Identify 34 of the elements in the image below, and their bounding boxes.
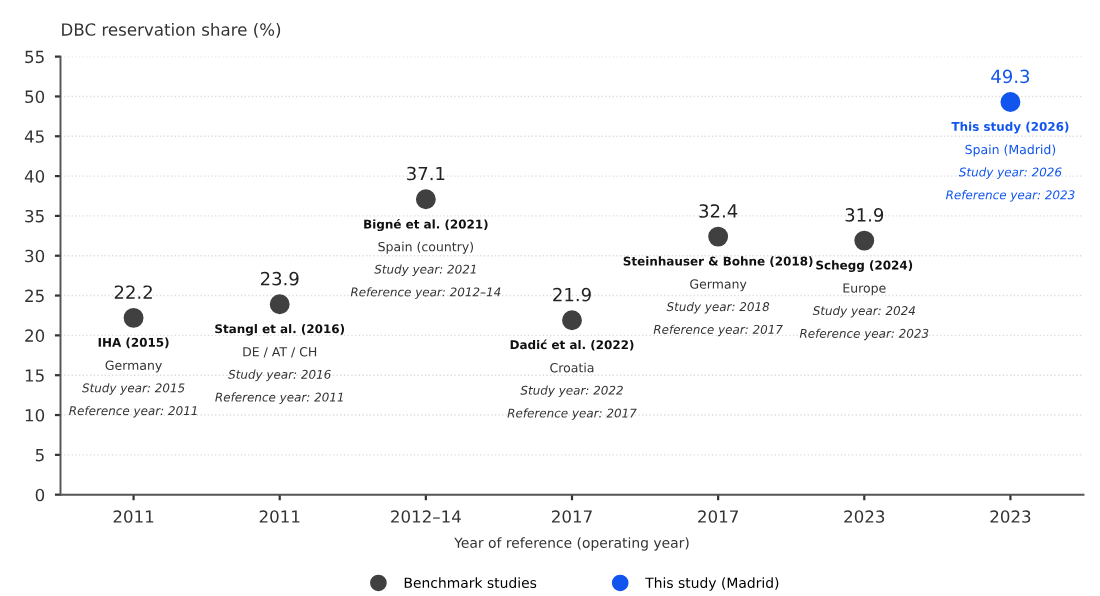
point	[415, 189, 436, 210]
y-tick-label: 25	[25, 289, 44, 303]
y-axis-title: DBC reservation share (%)	[62, 22, 281, 38]
data-label: 23.9	[260, 271, 299, 286]
y-tick-label: 55	[25, 50, 44, 64]
y-tick-label: 15	[25, 369, 44, 382]
y-tick-label: 35	[25, 209, 44, 223]
point	[708, 226, 729, 247]
y-tick-label: 0	[35, 488, 45, 502]
x-tick-label: 2011	[259, 510, 300, 523]
data-label: 32.4	[699, 204, 738, 218]
y-tick-label: 50	[25, 90, 45, 104]
data-label: 22.2	[114, 285, 152, 299]
y-tick-label: 20	[25, 329, 45, 342]
y-tick-label: 40	[24, 170, 45, 183]
point	[269, 294, 290, 315]
data-label: 31.9	[845, 208, 884, 222]
y-tick-label: 30	[25, 249, 45, 263]
point	[1000, 92, 1021, 112]
data-label: 49.3	[991, 69, 1030, 84]
point	[854, 230, 875, 251]
point	[562, 310, 582, 331]
x-tick-label: 2017	[698, 510, 738, 523]
x-tick-label: 2023	[844, 510, 885, 523]
x-tick-label: 2017	[552, 510, 592, 523]
y-tick-label: 5	[35, 449, 44, 462]
point	[123, 307, 144, 328]
y-tick-label: 45	[24, 130, 44, 143]
x-tick-label: 2011	[113, 510, 154, 523]
data-label: 37.1	[407, 166, 445, 181]
y-tick-label: 10	[25, 408, 45, 422]
x-tick-label: 2012–14	[391, 510, 461, 523]
data-label: 21.9	[553, 287, 591, 302]
x-tick-label: 2023	[990, 510, 1031, 523]
